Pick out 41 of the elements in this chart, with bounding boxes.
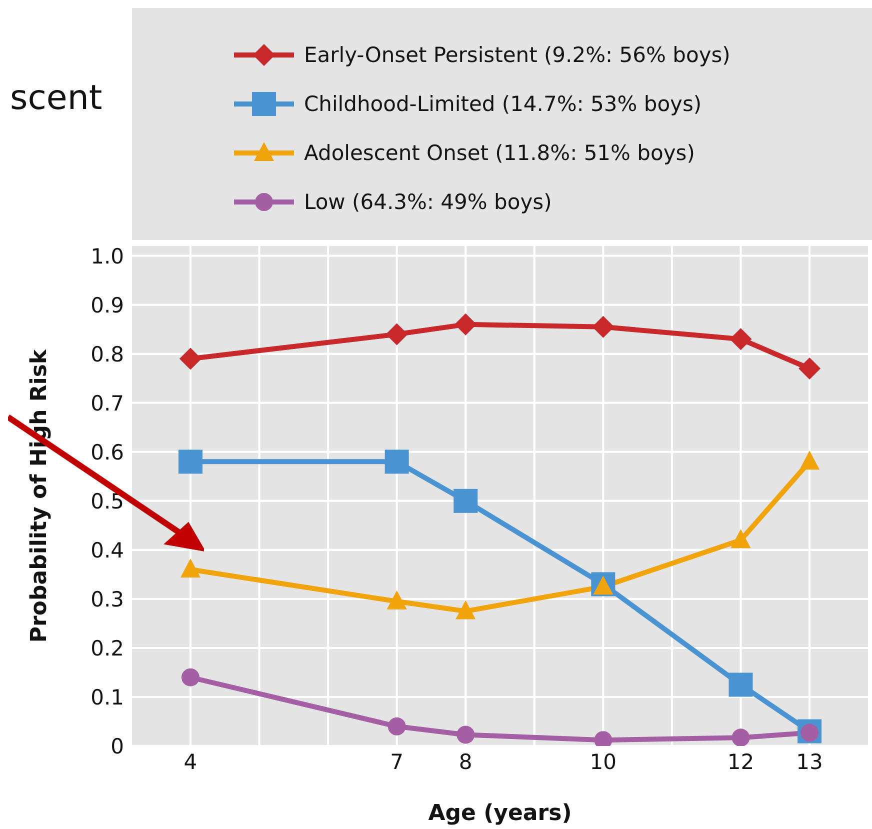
x-tick-label: 10 (590, 750, 617, 774)
x-tick-label: 4 (184, 750, 198, 774)
point (386, 323, 408, 346)
point (179, 348, 202, 370)
point (728, 672, 753, 697)
point (798, 358, 821, 380)
point (388, 717, 406, 736)
y-tick-label: 0.7 (90, 391, 124, 416)
point (456, 726, 475, 744)
point (384, 450, 409, 474)
legend-label: Childhood-Limited (14.7%: 53% boys) (304, 92, 702, 116)
y-tick-label: 0 (110, 734, 124, 758)
point (386, 590, 407, 610)
y-tick-label: 0.4 (90, 538, 124, 562)
legend-label: Early-Onset Persistent (9.2%: 56% boys) (304, 42, 730, 66)
point (456, 600, 476, 620)
point (730, 529, 751, 548)
y-tick-label: 0.5 (90, 489, 124, 514)
x-tick-label: 8 (458, 750, 472, 774)
point (454, 488, 478, 513)
y-tick-label: 0.9 (90, 293, 124, 318)
point (180, 558, 200, 578)
y-tick-label: 0.3 (90, 587, 124, 612)
point (178, 450, 202, 474)
y-tick-label: 0.8 (90, 342, 124, 366)
x-tick-label: 7 (390, 750, 404, 774)
x-tick-label: 12 (727, 750, 754, 774)
point (181, 668, 200, 686)
point (732, 728, 750, 746)
y-tick-label: 0.2 (90, 636, 124, 660)
point (800, 450, 820, 470)
y-tick-label: 0.6 (90, 440, 124, 464)
point (592, 316, 614, 338)
y-tick-label: 1.0 (90, 244, 124, 268)
legend-label: Adolescent Onset (11.8%: 51% boys) (304, 140, 695, 164)
x-tick-label: 13 (796, 750, 823, 774)
text: scent (10, 78, 102, 118)
legend-label: Low (64.3%: 49% boys) (304, 190, 552, 214)
y-tick-label: 0.1 (90, 685, 124, 710)
x-axis-title: Age (years) (428, 801, 572, 826)
point (730, 328, 752, 350)
